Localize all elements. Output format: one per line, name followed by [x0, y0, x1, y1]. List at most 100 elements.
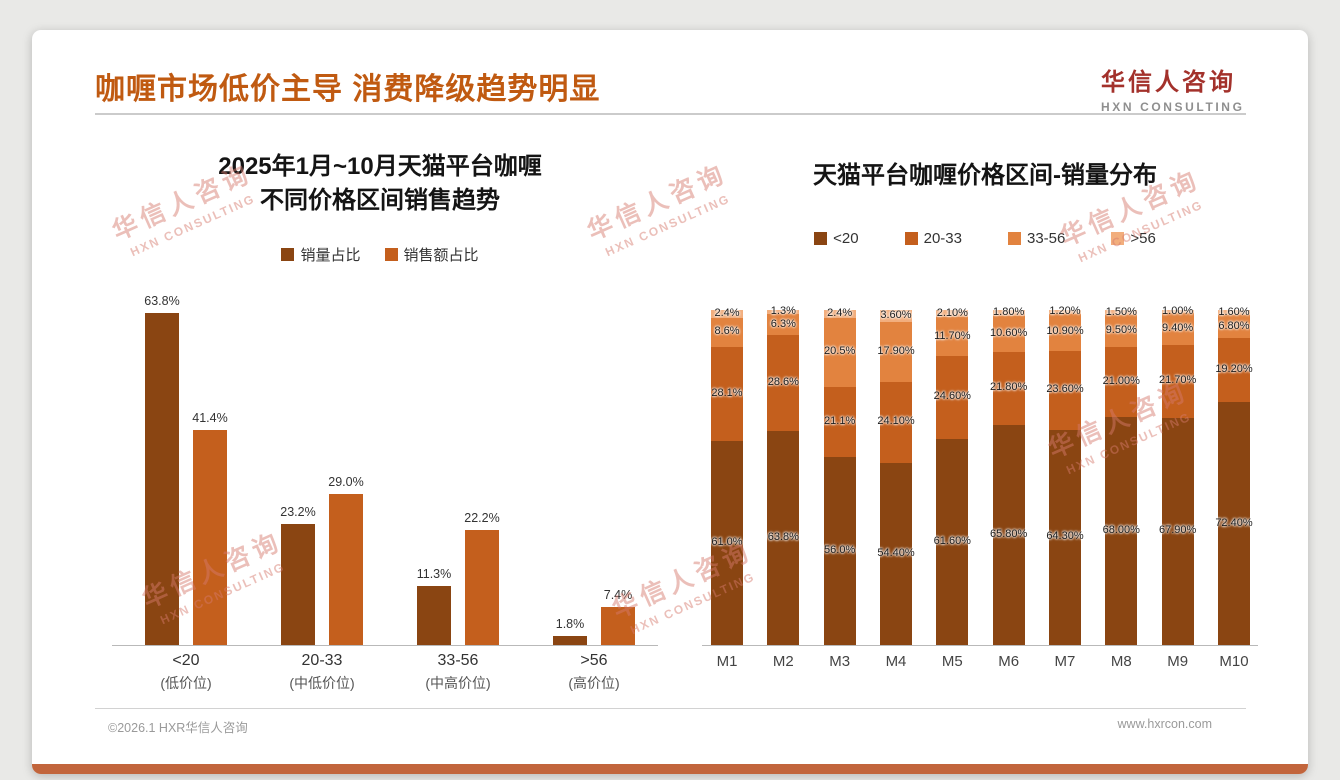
page-title: 咖喱市场低价主导 消费降级趋势明显: [95, 73, 601, 106]
stack-segment-label: 6.80%: [1218, 319, 1250, 332]
stack-segment-20-33: [767, 335, 800, 432]
legend-item: 20-33: [904, 230, 962, 247]
stack-segment-label: 72.40%: [1215, 516, 1253, 529]
stack-segment-label: 3.60%: [880, 309, 912, 322]
stack-segment-label: 23.60%: [1046, 383, 1084, 396]
stack-segment-label: 21.70%: [1158, 374, 1197, 387]
x-month-label: M1: [716, 653, 738, 670]
stack-segment-label: 61.0%: [711, 535, 743, 548]
stack-segment-label: 9.50%: [1105, 323, 1137, 336]
bar-销量占比: [417, 586, 451, 645]
stack-segment-label: 63.8%: [767, 531, 799, 544]
stack-segment-label: 1.3%: [770, 305, 796, 318]
stack-segment-label: 24.10%: [877, 415, 915, 428]
stack-segment->56: [879, 310, 912, 323]
x-month-label: M7: [1054, 653, 1076, 670]
x-month-label: M2: [772, 653, 794, 670]
x-category-sublabel: (高价位): [568, 675, 620, 691]
x-category-range: 20-33: [301, 652, 343, 669]
stack-segment-<20: [1105, 417, 1138, 645]
legend-label: 20-33: [923, 230, 962, 247]
stack-segment-20-33: [711, 346, 743, 441]
stack-segment-20-33: [1048, 350, 1081, 430]
stack-segment-33-56: [823, 318, 856, 387]
stack-segment-label: 24.60%: [933, 390, 971, 403]
bar-value-label: 7.4%: [603, 587, 633, 602]
stack-segment-label: 2.4%: [714, 307, 740, 320]
legend-swatch-icon: [384, 248, 398, 261]
stack-segment->56: [1105, 310, 1138, 316]
stack-segment-<20: [1161, 417, 1194, 645]
stack-segment-label: 28.1%: [711, 386, 743, 399]
brand-name: 华信人咨询: [1101, 69, 1236, 96]
stack-segment-20-33: [1105, 346, 1138, 418]
stack-segment-label: 54.40%: [877, 546, 915, 559]
stack-segment->56: [992, 310, 1025, 317]
stack-segment-33-56: [992, 316, 1025, 352]
legend-label: 33-56: [1027, 230, 1066, 247]
stack-segment-33-56: [1048, 314, 1081, 351]
right-chart-legend: <20 20-33 33-56 >56: [735, 230, 1235, 247]
x-category-range: 33-56: [437, 652, 479, 669]
stack-segment-20-33: [879, 382, 912, 463]
stack-segment-label: 20.5%: [824, 345, 856, 358]
stack-segment-label: 67.90%: [1158, 524, 1197, 537]
stack-segment-label: 1.60%: [1218, 305, 1250, 318]
legend-swatch-icon: [1008, 232, 1021, 245]
stack-segment-label: 11.70%: [934, 329, 971, 342]
header-divider: [95, 113, 1246, 115]
stack-segment-label: 1.00%: [1162, 304, 1194, 317]
bar-销售额占比: [465, 529, 499, 645]
stack-segment-<20: [711, 440, 743, 645]
x-category-range: <20: [172, 652, 200, 669]
x-month-label: M8: [1110, 653, 1132, 670]
stack-segment-label: 61.60%: [933, 534, 971, 547]
stack-segment-label: 10.90%: [1046, 325, 1084, 338]
stack-segment-label: 21.00%: [1102, 375, 1140, 388]
footer-website: www.hxrcon.com: [1117, 717, 1212, 731]
legend-swatch-icon: [281, 248, 295, 261]
stack-segment-<20: [879, 462, 912, 645]
bar-销售额占比: [601, 606, 635, 645]
stack-segment-<20: [1217, 402, 1250, 645]
stack-segment-<20: [767, 431, 800, 645]
stack-segment-<20: [992, 424, 1025, 645]
left-chart-title-line2: 不同价格区间销售趋势: [260, 187, 500, 214]
stack-segment-label: 1.50%: [1105, 305, 1137, 318]
stack-segment-label: 21.1%: [824, 415, 856, 428]
stack-segment-<20: [823, 457, 856, 645]
stack-segment-label: 19.20%: [1215, 363, 1253, 376]
bar-value-label: 11.3%: [416, 567, 452, 582]
x-month-label: M5: [941, 653, 963, 670]
stack-segment-label: 28.6%: [767, 376, 799, 389]
x-month-label: M10: [1219, 653, 1249, 670]
slide-card: [32, 30, 1308, 774]
stack-segment-20-33: [992, 351, 1025, 425]
legend-label: <20: [833, 230, 859, 247]
stack-segment->56: [823, 310, 856, 319]
legend-item: 销量占比: [281, 244, 361, 265]
stack-segment-label: 68.00%: [1102, 524, 1140, 537]
bar-value-label: 29.0%: [328, 475, 364, 490]
bar-value-label: 1.8%: [555, 616, 585, 631]
stack-segment-20-33: [936, 356, 969, 439]
legend-item: 33-56: [1008, 230, 1065, 247]
stack-segment-label: 1.20%: [1049, 305, 1081, 317]
stack-segment-33-56: [1217, 315, 1250, 339]
stack-segment->56: [1161, 310, 1194, 314]
stack-segment-label: 1.80%: [993, 306, 1025, 318]
x-category-label: 20-33 (中低价位): [257, 652, 387, 693]
stack-segment-20-33: [823, 386, 856, 458]
left-chart-x-axis: [112, 645, 658, 646]
x-month-label: M4: [885, 653, 907, 670]
legend-swatch-icon: [814, 232, 828, 245]
left-chart-legend: 销量占比 销售额占比: [180, 244, 580, 265]
legend-item: <20: [814, 230, 859, 247]
x-category-sublabel: (中高价位): [425, 675, 491, 691]
x-month-label: M9: [1167, 653, 1189, 670]
legend-item: >56: [1111, 230, 1156, 247]
stack-segment-20-33: [1161, 344, 1194, 418]
stack-segment-label: 2.4%: [827, 307, 853, 320]
stack-segment-<20: [936, 438, 969, 645]
